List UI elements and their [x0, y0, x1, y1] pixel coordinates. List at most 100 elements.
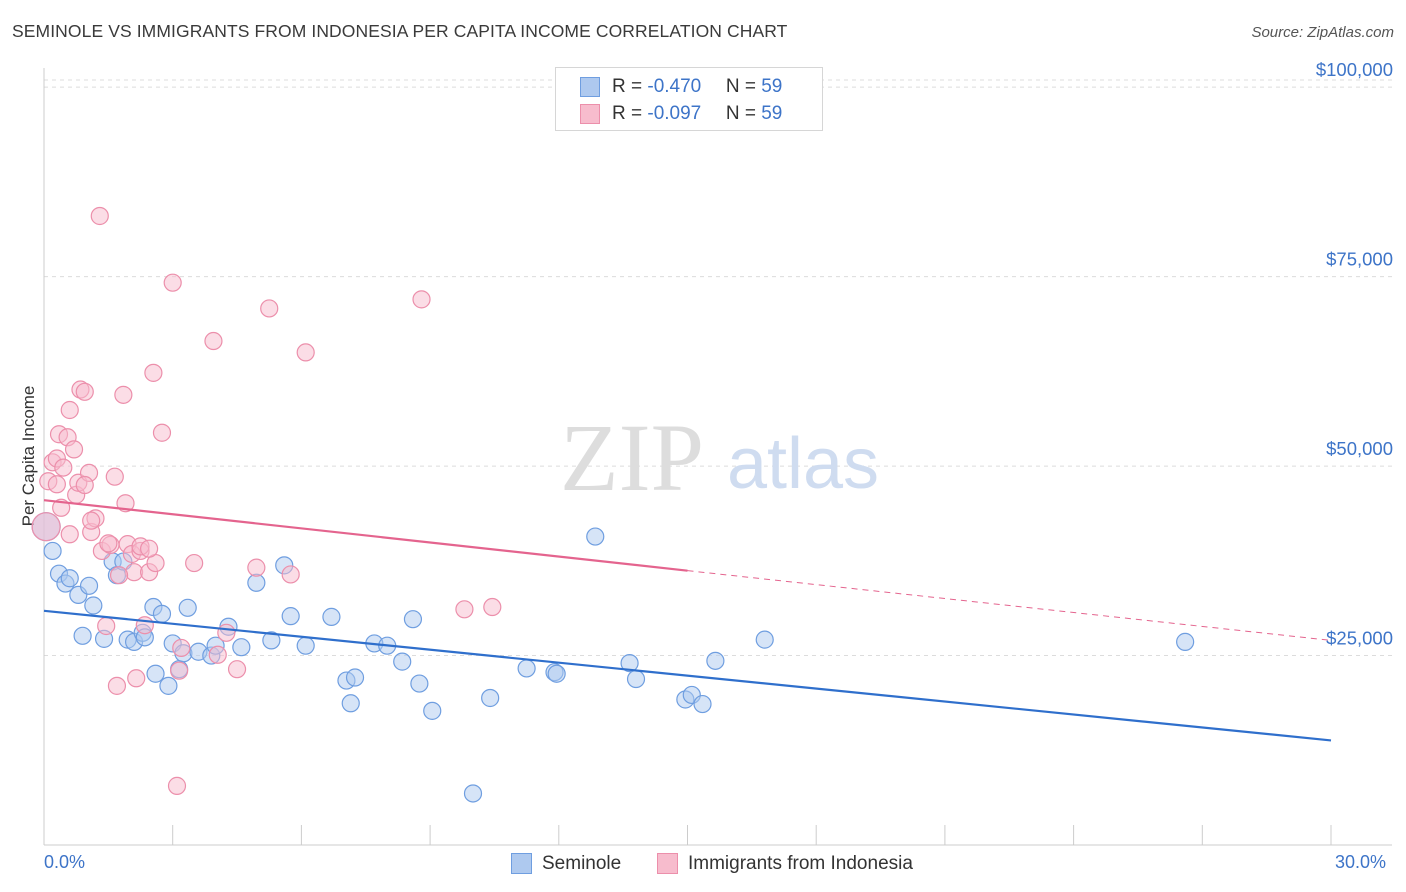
indonesia-point: [483, 597, 502, 617]
indonesia-point: [60, 400, 79, 420]
watermark-atlas: atlas: [727, 424, 879, 504]
indonesia-point: [144, 363, 163, 382]
indonesia-point: [208, 645, 227, 664]
r-label: R =: [612, 103, 648, 124]
indonesia-point: [167, 776, 187, 795]
indonesia-point: [31, 512, 61, 542]
seminole-point: [345, 668, 365, 687]
seminole-point: [232, 638, 251, 657]
r-value: -0.470: [647, 76, 702, 97]
indonesia-point: [204, 331, 223, 351]
indonesia-point: [140, 539, 159, 558]
seminole-point: [517, 659, 536, 678]
seminole-point: [410, 674, 429, 693]
n-label: N =: [725, 76, 762, 97]
indonesia-point: [54, 458, 73, 477]
seminole-points: [31, 512, 1195, 803]
seminole-swatch: [580, 77, 600, 97]
indonesia-legend-swatch: [657, 853, 678, 874]
seminole-legend-label: Seminole: [542, 853, 622, 874]
seminole-point: [43, 541, 62, 561]
seminole-point: [296, 636, 315, 655]
y-tick-labels: $25,000 $50,000 $75,000 $100,000: [1316, 59, 1393, 648]
seminole-point: [693, 694, 712, 714]
seminole-point: [755, 630, 774, 649]
watermark-zip: ZIP: [560, 404, 704, 511]
seminole-point: [152, 604, 172, 623]
seminole-point: [178, 598, 197, 617]
indonesia-point: [170, 661, 189, 680]
indonesia-point: [60, 525, 79, 544]
y-tick-label: $75,000: [1326, 249, 1393, 270]
indonesia-point: [109, 566, 129, 585]
seminole-point: [481, 688, 500, 708]
seminole-point: [706, 651, 725, 670]
indonesia-point: [185, 553, 204, 573]
n-value: 59: [761, 103, 783, 124]
indonesia-point: [75, 382, 94, 401]
indonesia-point: [90, 206, 109, 226]
indonesia-point: [64, 440, 84, 459]
indonesia-point: [172, 638, 191, 658]
seminole-point: [423, 701, 442, 720]
x-tick-max: 30.0%: [1335, 852, 1387, 872]
seminole-point: [146, 664, 165, 683]
indonesia-point: [281, 565, 300, 584]
seminole-legend-swatch: [511, 853, 532, 874]
indonesia-swatch: [580, 104, 600, 124]
indonesia-point: [97, 616, 116, 636]
indonesia-point: [75, 475, 94, 495]
seminole-point: [262, 631, 281, 650]
r-label: R =: [612, 76, 648, 97]
seminole-point: [84, 596, 103, 615]
source-label: Source: ZipAtlas.com: [1251, 24, 1394, 41]
indonesia-trend-extension: [687, 570, 1332, 641]
seminole-point: [281, 607, 300, 626]
indonesia-legend-label: Immigrants from Indonesia: [688, 853, 913, 874]
axes: [43, 68, 1392, 846]
indonesia-point: [412, 290, 431, 309]
indonesia-trend-line: [43, 499, 688, 572]
gridlines: [44, 79, 1392, 657]
n-label: N =: [725, 103, 762, 124]
r-value: -0.097: [647, 103, 702, 124]
indonesia-point: [455, 600, 474, 619]
y-tick-label: $50,000: [1326, 438, 1393, 459]
seminole-point: [1176, 632, 1195, 651]
indonesia-point: [227, 660, 247, 679]
seminole-point: [626, 669, 646, 689]
seminole-trend-line: [43, 609, 1332, 742]
seminole-point: [60, 569, 79, 588]
indonesia-point: [127, 669, 146, 688]
seminole-point: [620, 654, 639, 673]
indonesia-point: [217, 623, 236, 642]
indonesia-point: [152, 423, 172, 442]
indonesia-point: [114, 385, 133, 404]
indonesia-point: [260, 299, 279, 318]
seminole-point: [403, 610, 423, 629]
seminole-point: [247, 573, 266, 592]
trend-lines: [43, 499, 1332, 742]
indonesia-point: [116, 494, 135, 513]
n-value: 59: [761, 76, 783, 97]
indonesia-point: [47, 475, 66, 494]
seminole-point: [463, 784, 483, 803]
y-tick-label: $25,000: [1326, 628, 1393, 649]
indonesia-point: [107, 676, 127, 695]
watermark: ZIP atlas: [560, 404, 879, 511]
indonesia-point: [82, 511, 101, 530]
seminole-point: [393, 652, 412, 671]
y-tick-label: $100,000: [1316, 59, 1393, 80]
indonesia-point: [99, 534, 118, 553]
seminole-point: [159, 676, 178, 695]
seminole-point: [322, 607, 341, 626]
correlation-legend: R = -0.470 N = 59 R = -0.097 N = 59: [555, 67, 823, 131]
seminole-point: [341, 694, 360, 713]
x-tick-min: 0.0%: [44, 852, 86, 872]
seminole-point: [547, 664, 566, 683]
seminole-point: [79, 576, 99, 595]
indonesia-point: [163, 273, 182, 292]
indonesia-point: [105, 467, 124, 486]
indonesia-point: [247, 558, 266, 577]
